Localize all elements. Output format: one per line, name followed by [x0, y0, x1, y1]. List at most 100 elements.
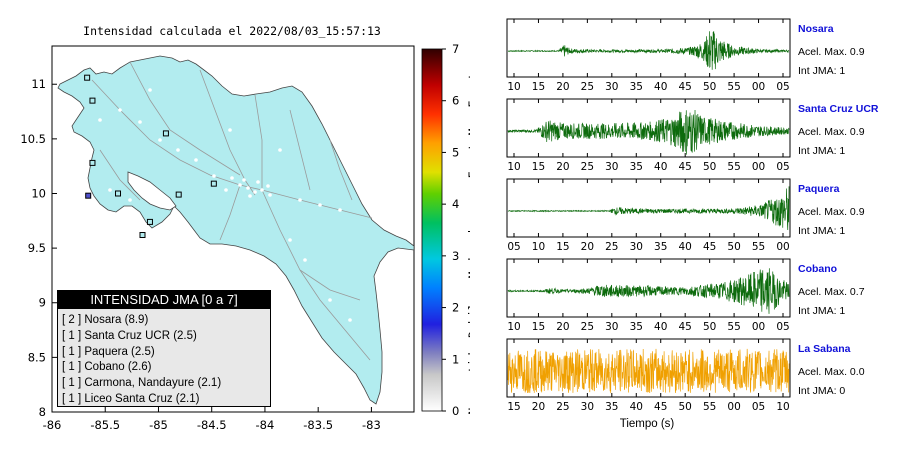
- time-axis-label: Tiempo (s): [620, 418, 675, 430]
- station-name: Paquera: [798, 183, 840, 195]
- waveform-trace: [507, 186, 790, 230]
- jma-intensity-label: Int JMA: 0: [798, 385, 845, 397]
- colorbar-tick-label: 7: [452, 42, 459, 56]
- waveform-panel: 10 15 20 25 30 35 40 45 50 55 00 05 Santa Cruz UCR Ac…: [506, 98, 879, 173]
- town-dot: [128, 198, 132, 202]
- waveform-tick-label: 40: [654, 81, 667, 93]
- waveform-tick-label: 45: [654, 401, 667, 413]
- waveform-tick-label: 30: [605, 81, 618, 93]
- station-marker: [115, 190, 122, 197]
- town-dot: [268, 193, 272, 197]
- town-dot: [224, 188, 228, 192]
- map-y-axis: 11 10.5 10 9.5 9 8.5 8: [20, 77, 57, 419]
- waveform-tick-label: 35: [605, 401, 618, 413]
- station-name: Nosara: [798, 23, 834, 35]
- road: [129, 61, 241, 176]
- waveform-tick-label: 15: [532, 81, 545, 93]
- colorbar-category-label: No sentido: [466, 345, 470, 414]
- town-dot: [176, 148, 180, 152]
- waveform-tick-label: 30: [581, 401, 594, 413]
- waveform-tick-label: 35: [630, 161, 643, 173]
- waveform-trace: [507, 31, 790, 70]
- accel-max-label: Acel. Max. 0.9: [798, 46, 865, 58]
- town-dot: [238, 183, 242, 187]
- waveform-panel: 05 10 15 20 25 30 35 40 45 50 55 00 Paquera Acel. Max…: [506, 178, 865, 253]
- waveform-tick-label: 25: [556, 401, 569, 413]
- colorbar-tick-label: 5: [452, 145, 459, 159]
- map-y-tick-label: 9.5: [28, 241, 46, 255]
- accel-max-label: Acel. Max. 0.7: [798, 286, 865, 298]
- waveform-tick-label: 05: [776, 321, 789, 333]
- waveform-tick-label: 05: [776, 81, 789, 93]
- waveform-tick-label: 50: [703, 81, 716, 93]
- waveform-tick-label: 55: [727, 321, 740, 333]
- waveform-tick-label: 05: [752, 401, 765, 413]
- station-marker: [162, 130, 169, 137]
- waveform-tick-label: 10: [507, 81, 520, 93]
- waveform-tick-label: 50: [678, 401, 691, 413]
- waveform-tick-label: 10: [532, 241, 545, 253]
- town-dot: [266, 184, 270, 188]
- jma-intensity-label: Int JMA: 1: [798, 145, 845, 157]
- town-dot: [318, 203, 322, 207]
- town-dot: [228, 128, 232, 132]
- map-x-axis: -86 -85.5 -85 -84.5 -84 -83.5 -83: [43, 407, 381, 432]
- waveform-tick-label: 55: [727, 81, 740, 93]
- town-dot: [248, 194, 252, 198]
- waveform-tick-label: 00: [752, 321, 765, 333]
- legend-entry: [ 1 ] Liceo Santa Cruz (2.1): [62, 392, 200, 405]
- legend-header: INTENSIDAD JMA [0 a 7]: [58, 291, 270, 309]
- town-dot: [303, 258, 307, 262]
- map-y-tick-label: 10.5: [20, 132, 46, 146]
- colorbar-ticks: 7 6 5 4 3 2 1 0: [442, 42, 459, 418]
- map-y-tick-label: 10: [31, 186, 46, 200]
- town-dot: [328, 298, 332, 302]
- waveform-tick-label: 10: [507, 321, 520, 333]
- town-dot: [242, 178, 246, 182]
- colorbar-labels: Muy Fuerte Fuerte Moderado Debil No sentido: [466, 66, 470, 415]
- waveform-tick-label: 35: [630, 321, 643, 333]
- waveform-tick-label: 40: [654, 321, 667, 333]
- waveform-tick-label: 20: [581, 241, 594, 253]
- waveform-tick-label: 15: [532, 321, 545, 333]
- map-y-tick-label: 8: [39, 405, 46, 419]
- waveform-tick-label: 00: [752, 81, 765, 93]
- road: [199, 69, 256, 196]
- town-dot: [158, 138, 162, 142]
- station-marker: [175, 191, 182, 198]
- map-x-tick-label: -83.5: [303, 418, 333, 432]
- waveform-tick-label: 35: [654, 241, 667, 253]
- waveform-tick-label: 20: [556, 321, 569, 333]
- gulf-of-nicoya: [127, 171, 177, 211]
- colorbar-tick-label: 3: [452, 249, 459, 263]
- road: [254, 94, 263, 190]
- town-dot: [138, 120, 142, 124]
- legend-list: [ 2 ] Nosara (8.9) [ 1 ] Santa Cruz UCR (…: [58, 313, 270, 408]
- waveform-panel: 10 15 20 25 30 35 40 45 50 55 00 05 Nosara Acel. Max.…: [506, 18, 865, 93]
- station-marker: [146, 218, 153, 225]
- map-x-tick-label: -85: [149, 418, 168, 432]
- town-dot: [260, 188, 264, 192]
- waveform-tick-label: 35: [630, 81, 643, 93]
- map-x-tick-label: -85.5: [90, 418, 120, 432]
- waveform-panels: 10 15 20 25 30 35 40 45 50 55 00 05 Nosara Acel. Max.…: [506, 18, 879, 430]
- town-dot: [256, 180, 260, 184]
- road: [261, 189, 371, 361]
- colorbar-category-label: Fuerte: [466, 137, 470, 179]
- waveform-tick-label: 00: [776, 241, 789, 253]
- waveform-frame: [506, 18, 791, 78]
- road: [299, 269, 361, 301]
- map-title: Intensidad calculada el 2022/08/03_15:57…: [83, 24, 381, 38]
- colorbar-category-label: Muy Fuerte: [466, 66, 470, 135]
- colorbar-tick-label: 1: [452, 352, 459, 366]
- station-name: Santa Cruz UCR: [798, 103, 879, 115]
- jma-intensity-label: Int JMA: 1: [798, 225, 845, 237]
- station-marker: [85, 192, 92, 199]
- waveform-tick-label: 10: [776, 401, 789, 413]
- waveform-tick-label: 00: [727, 401, 740, 413]
- intensity-colorbar: [421, 48, 443, 412]
- station-marker: [139, 232, 146, 239]
- waveform-tick-label: 20: [556, 161, 569, 173]
- waveform-tick-label: 15: [507, 401, 520, 413]
- road: [329, 139, 353, 201]
